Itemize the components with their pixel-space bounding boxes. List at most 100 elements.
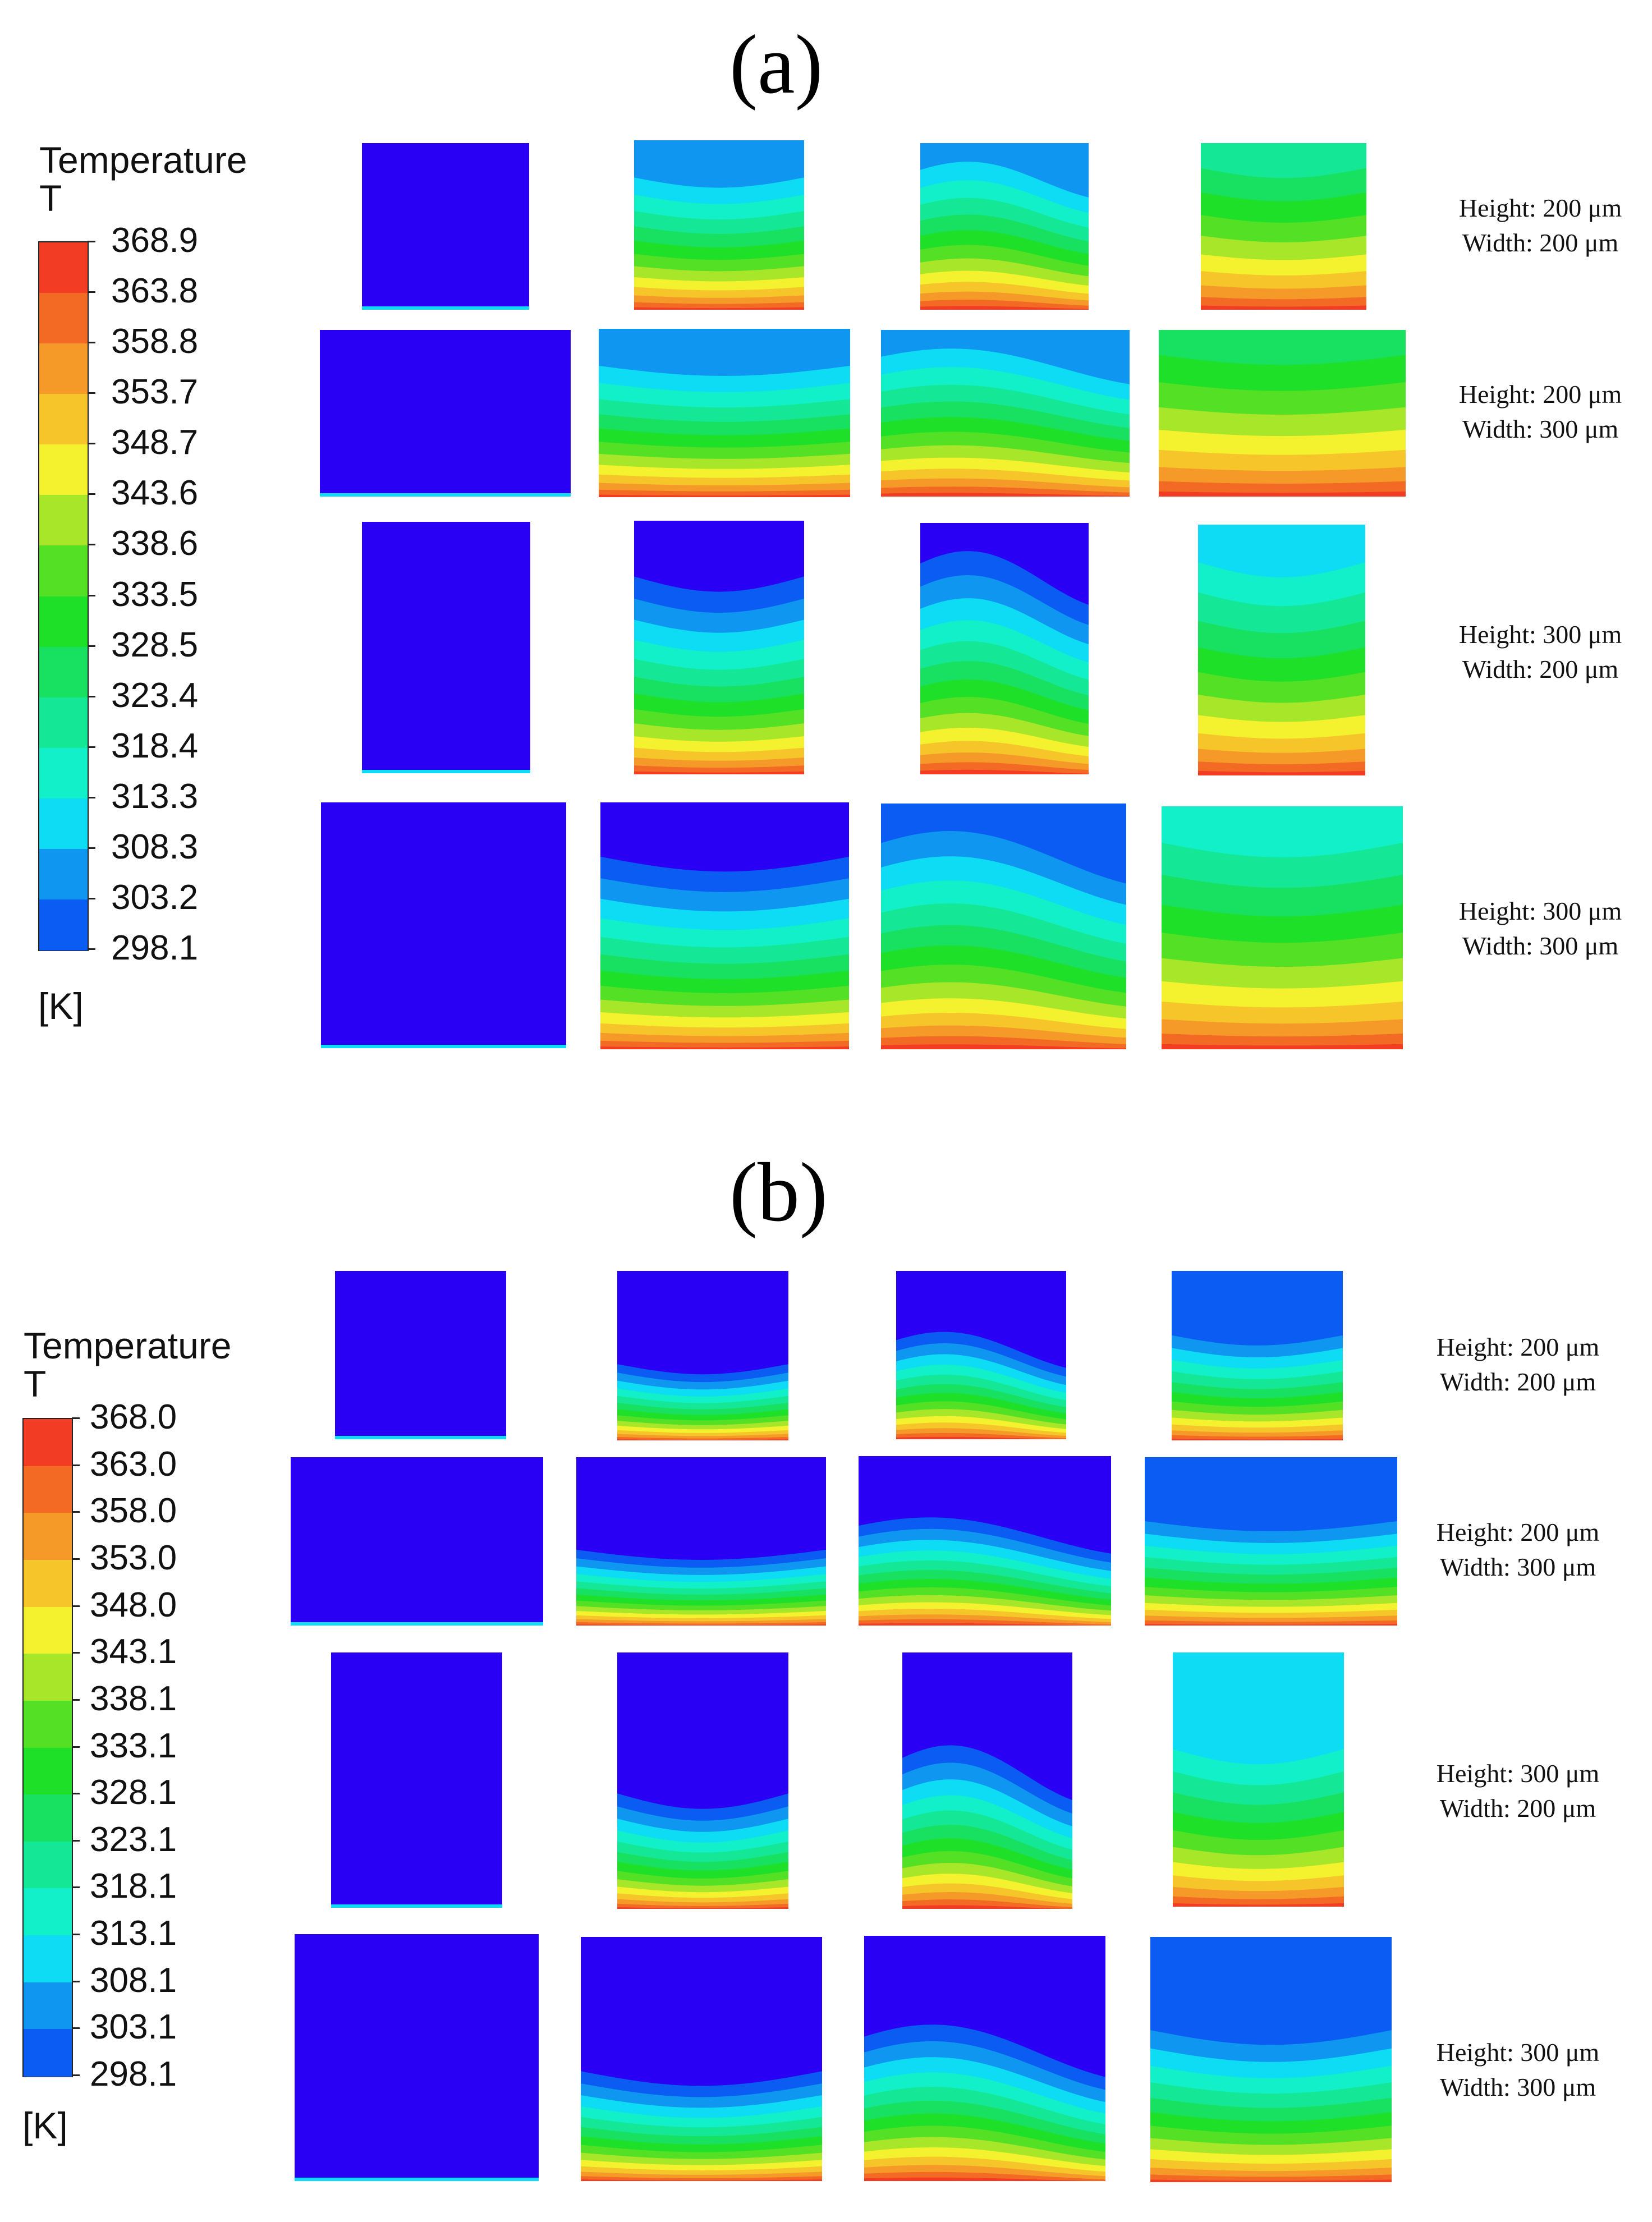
temperature-field-plot xyxy=(859,1456,1111,1626)
legend-a-colorbar xyxy=(38,241,89,951)
colorbar-tick-label: 308.3 xyxy=(111,827,199,866)
colorbar-tick-mark xyxy=(88,897,95,899)
colorbar-band xyxy=(39,646,88,698)
colorbar-tick-label: 333.1 xyxy=(90,1726,177,1765)
colorbar-tick-mark xyxy=(72,1698,80,1701)
temperature-contour-band xyxy=(634,307,804,310)
dims-width: Width: 300 μm xyxy=(1439,1553,1596,1581)
colorbar-band xyxy=(24,1794,72,1842)
colorbar-band xyxy=(39,545,88,597)
colorbar-tick-label: 328.1 xyxy=(90,1773,177,1812)
colorbar-tick-mark xyxy=(88,695,95,697)
colorbar-band xyxy=(24,1466,72,1514)
colorbar-tick-mark xyxy=(72,1511,80,1513)
colorbar-tick-label: 318.4 xyxy=(111,726,199,765)
field-background xyxy=(295,1934,539,2181)
colorbar-tick-label: 353.0 xyxy=(90,1538,177,1577)
temperature-contour-band xyxy=(1150,2179,1392,2182)
dims-a-row1: Height: 200 μm Width: 200 μm xyxy=(1428,191,1652,260)
heated-bottom-strip xyxy=(335,1436,506,1439)
legend-b-title: Temperature xyxy=(24,1325,232,1366)
field-background xyxy=(320,330,571,497)
dims-a-row4: Height: 300 μm Width: 300 μm xyxy=(1428,894,1652,963)
temperature-field-plot xyxy=(320,330,571,497)
dims-a-row3: Height: 300 μm Width: 200 μm xyxy=(1428,617,1652,687)
panel-a-label: (a) xyxy=(729,18,823,111)
heated-bottom-strip xyxy=(362,770,530,773)
colorbar-tick-label: 363.0 xyxy=(90,1444,177,1484)
colorbar-tick-mark xyxy=(88,241,95,242)
temperature-contour-band xyxy=(1201,305,1366,310)
dims-height: Height: 200 μm xyxy=(1458,194,1622,222)
temperature-contour-band xyxy=(599,494,850,497)
colorbar-band xyxy=(24,2029,72,2077)
colorbar-tick-label: 368.0 xyxy=(90,1398,177,1436)
temperature-field-plot xyxy=(599,329,850,497)
colorbar-tick-mark xyxy=(88,342,95,344)
colorbar-tick-mark xyxy=(88,746,95,748)
panel-b-label: (b) xyxy=(729,1146,828,1239)
temperature-contour-band xyxy=(859,1623,1111,1626)
temperature-contour-band xyxy=(634,765,804,774)
colorbar-tick-label: 343.6 xyxy=(111,474,199,513)
temperature-field-plot xyxy=(617,1271,788,1440)
dims-b-row4: Height: 300 μm Width: 300 μm xyxy=(1406,2035,1630,2105)
temperature-field-plot xyxy=(1173,1652,1344,1907)
temperature-contour-band xyxy=(1198,770,1365,775)
temperature-field-plot xyxy=(1159,330,1406,497)
temperature-contour-band xyxy=(576,1622,826,1626)
legend-b-colorbar xyxy=(22,1418,73,2077)
colorbar-tick-label: 313.3 xyxy=(111,777,199,816)
temperature-field-plot xyxy=(335,1271,506,1439)
colorbar-band xyxy=(24,1982,72,2030)
colorbar-band xyxy=(39,343,88,395)
temperature-contour-band xyxy=(617,1439,788,1440)
temperature-field-plot xyxy=(1145,1457,1397,1626)
colorbar-tick-label: 338.6 xyxy=(111,524,199,563)
temperature-field-plot xyxy=(617,1652,788,1909)
temperature-field-plot xyxy=(321,802,566,1048)
field-background xyxy=(362,522,530,773)
dims-b-row3: Height: 300 μm Width: 200 μm xyxy=(1406,1756,1630,1826)
colorbar-tick-label: 353.7 xyxy=(111,373,199,412)
temperature-contour-band xyxy=(576,1624,826,1626)
heated-bottom-strip xyxy=(295,2178,539,2181)
colorbar-band xyxy=(39,444,88,496)
colorbar-tick-mark xyxy=(72,1605,80,1607)
colorbar-tick-mark xyxy=(72,1652,80,1654)
temperature-contour-band xyxy=(581,2176,822,2181)
colorbar-tick-mark xyxy=(72,2027,80,2030)
temperature-contour-band xyxy=(1145,1623,1397,1626)
colorbar-tick-mark xyxy=(88,948,95,950)
colorbar-tick-mark xyxy=(72,1886,80,1889)
colorbar-tick-label: 348.0 xyxy=(90,1585,177,1624)
temperature-contour-band xyxy=(902,1905,1072,1909)
colorbar-tick-mark xyxy=(72,1793,80,1795)
heated-bottom-strip xyxy=(321,1045,566,1048)
temperature-field-plot xyxy=(362,522,530,773)
colorbar-tick-label: 328.5 xyxy=(111,625,199,664)
colorbar-tick-mark xyxy=(88,645,95,647)
colorbar-tick-label: 308.1 xyxy=(90,1961,177,2000)
colorbar-tick-label: 298.1 xyxy=(90,2055,177,2094)
colorbar-band xyxy=(24,1700,72,1748)
colorbar-band xyxy=(39,848,88,900)
colorbar-tick-label: 323.1 xyxy=(90,1820,177,1859)
temperature-contour-band xyxy=(920,306,1089,310)
temperature-field-plot xyxy=(896,1271,1066,1439)
colorbar-band xyxy=(39,747,88,799)
dims-b-row2: Height: 200 μm Width: 300 μm xyxy=(1406,1515,1630,1585)
colorbar-tick-mark xyxy=(88,392,95,394)
temperature-contour-band xyxy=(581,2179,822,2181)
dims-height: Height: 300 μm xyxy=(1458,620,1622,649)
temperature-field-plot xyxy=(864,1936,1105,2181)
colorbar-tick-mark xyxy=(88,544,95,546)
dims-width: Width: 300 μm xyxy=(1462,931,1619,960)
field-background xyxy=(335,1271,506,1439)
temperature-contour-band xyxy=(1150,2174,1392,2182)
colorbar-tick-label: 343.1 xyxy=(90,1632,177,1672)
heated-bottom-strip xyxy=(362,306,529,310)
colorbar-tick-mark xyxy=(72,1558,80,1560)
field-background xyxy=(321,802,566,1048)
dims-width: Width: 200 μm xyxy=(1462,228,1619,257)
